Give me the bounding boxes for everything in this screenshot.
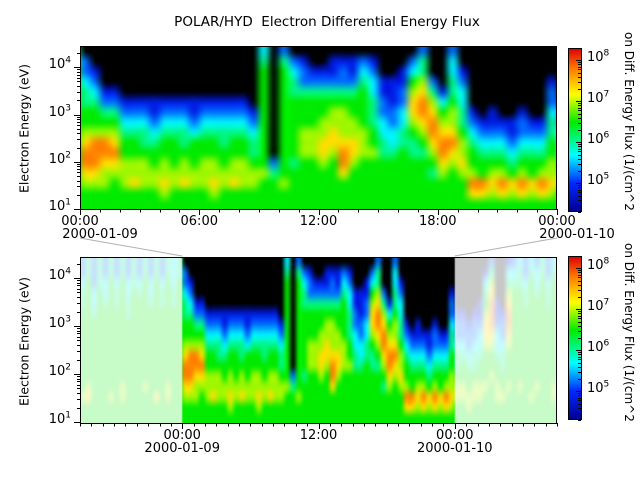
colorbar-bottom-frame xyxy=(568,256,582,420)
y-tick-label: 102 xyxy=(48,150,71,167)
x-tick-label: 18:00 xyxy=(419,214,457,229)
x-tick-label: 00:00 xyxy=(61,214,99,229)
colorbar-tick-label: 105 xyxy=(587,379,610,397)
colorbar-tick-label: 106 xyxy=(587,338,610,356)
x-axis-date-label: 2000-01-09 xyxy=(144,441,220,456)
colorbar-top-frame xyxy=(568,48,582,212)
colorbar-tick-label: 106 xyxy=(587,130,610,148)
x-axis-date-label: 2000-01-10 xyxy=(417,441,493,456)
colorbar-tick-label: 107 xyxy=(587,89,610,107)
colorbar-unit-label-bottom: on Diff. Energy Flux (1/(cm^2 xyxy=(622,243,636,422)
x-tick-label: 00:00 xyxy=(163,428,201,443)
context-plot-frame xyxy=(80,257,557,424)
y-tick-label: 102 xyxy=(48,362,71,379)
y-tick-label: 103 xyxy=(48,103,71,120)
x-tick-label: 06:00 xyxy=(180,214,218,229)
context-spectrogram-canvas xyxy=(80,257,557,423)
zoom-connector-left xyxy=(79,237,183,257)
x-tick-label: 12:00 xyxy=(299,428,338,443)
colorbar-tick-label: 108 xyxy=(587,256,610,274)
zoom-connector-right xyxy=(454,237,558,257)
y-tick-label: 101 xyxy=(48,410,71,427)
colorbar-tick-label: 107 xyxy=(587,297,610,315)
y-tick-label: 104 xyxy=(48,55,71,73)
y-axis-label-bottom: Electron Energy (eV) xyxy=(16,277,32,406)
y-axis-label-top: Electron Energy (eV) xyxy=(16,64,32,193)
colorbar-tick-label: 108 xyxy=(587,48,610,66)
detail-plot-frame xyxy=(80,46,557,210)
x-tick-label: 00:00 xyxy=(538,214,576,229)
y-tick-label: 101 xyxy=(48,197,71,214)
x-axis-date-label: 2000-01-09 xyxy=(62,227,138,242)
chart-title: POLAR/HYD Electron Differential Energy F… xyxy=(174,14,480,30)
y-tick-label: 104 xyxy=(48,266,71,283)
colorbar-unit-label-top: on Diff. Energy Flux (1/(cm^2 xyxy=(622,32,636,211)
x-tick-label: 00:00 xyxy=(436,428,474,443)
detail-spectrogram-canvas xyxy=(80,46,557,209)
y-tick-label: 103 xyxy=(48,314,71,331)
x-tick-label: 12:00 xyxy=(299,214,338,229)
x-axis-date-label: 2000-01-10 xyxy=(539,227,615,242)
colorbar-tick-label: 105 xyxy=(587,171,610,189)
